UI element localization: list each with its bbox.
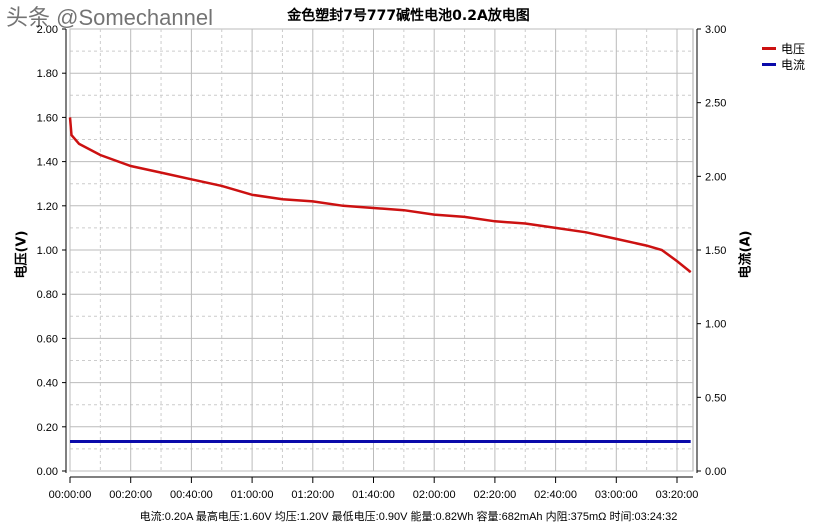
x-tick-label: 01:00:00 xyxy=(231,489,274,501)
x-tick-label: 02:00:00 xyxy=(413,489,456,501)
x-tick-label: 02:20:00 xyxy=(473,489,516,501)
x-tick-label: 03:20:00 xyxy=(656,489,699,501)
y2-tick-label: 2.50 xyxy=(705,98,726,110)
legend-label: 电流 xyxy=(781,57,806,72)
y-tick-label: 0.60 xyxy=(37,333,58,345)
y2-axis-label: 电流(A) xyxy=(738,230,754,279)
y-tick-label: 0.80 xyxy=(37,289,58,301)
x-tick-label: 00:40:00 xyxy=(170,489,213,501)
x-tick-label: 03:00:00 xyxy=(595,489,638,501)
legend: 电压 电流 xyxy=(762,40,805,72)
y2-tick-label: 0.50 xyxy=(705,392,726,404)
y-tick-label: 2.00 xyxy=(37,24,58,36)
x-tick-label: 01:20:00 xyxy=(291,489,334,501)
watermark: 头条 @Somechannel xyxy=(6,5,213,30)
y-tick-label: 1.60 xyxy=(37,112,58,124)
y-tick-label: 1.80 xyxy=(37,68,58,80)
series-line-voltage xyxy=(68,117,692,274)
y2-tick-label: 3.00 xyxy=(705,24,726,36)
summary-stats: 电流:0.20A 最高电压:1.60V 均压:1.20V 最低电压:0.90V … xyxy=(139,511,678,523)
y2-tick-label: 1.50 xyxy=(705,245,726,257)
legend-item-current: 电流 xyxy=(762,56,805,72)
legend-item-voltage: 电压 xyxy=(762,40,805,56)
chart-title: 金色塑封7号777碱性电池0.2A放电图 xyxy=(287,8,530,24)
x-tick-label: 00:20:00 xyxy=(109,489,152,501)
x-tick-label: 00:00:00 xyxy=(49,489,92,501)
y2-tick-label: 2.00 xyxy=(705,171,726,183)
y-tick-label: 0.00 xyxy=(37,466,58,478)
y-tick-label: 1.20 xyxy=(37,201,58,213)
y-axis-label: 电压(V) xyxy=(14,230,30,279)
y2-tick-label: 1.00 xyxy=(705,319,726,331)
legend-label: 电压 xyxy=(781,41,806,56)
x-tick-label: 02:40:00 xyxy=(534,489,577,501)
x-tick-label: 01:40:00 xyxy=(352,489,395,501)
y-tick-label: 0.20 xyxy=(37,422,58,434)
y-tick-label: 1.00 xyxy=(37,245,58,257)
y-tick-label: 1.40 xyxy=(37,157,58,169)
y2-tick-label: 0.00 xyxy=(705,466,726,478)
y-tick-label: 0.40 xyxy=(37,378,58,390)
